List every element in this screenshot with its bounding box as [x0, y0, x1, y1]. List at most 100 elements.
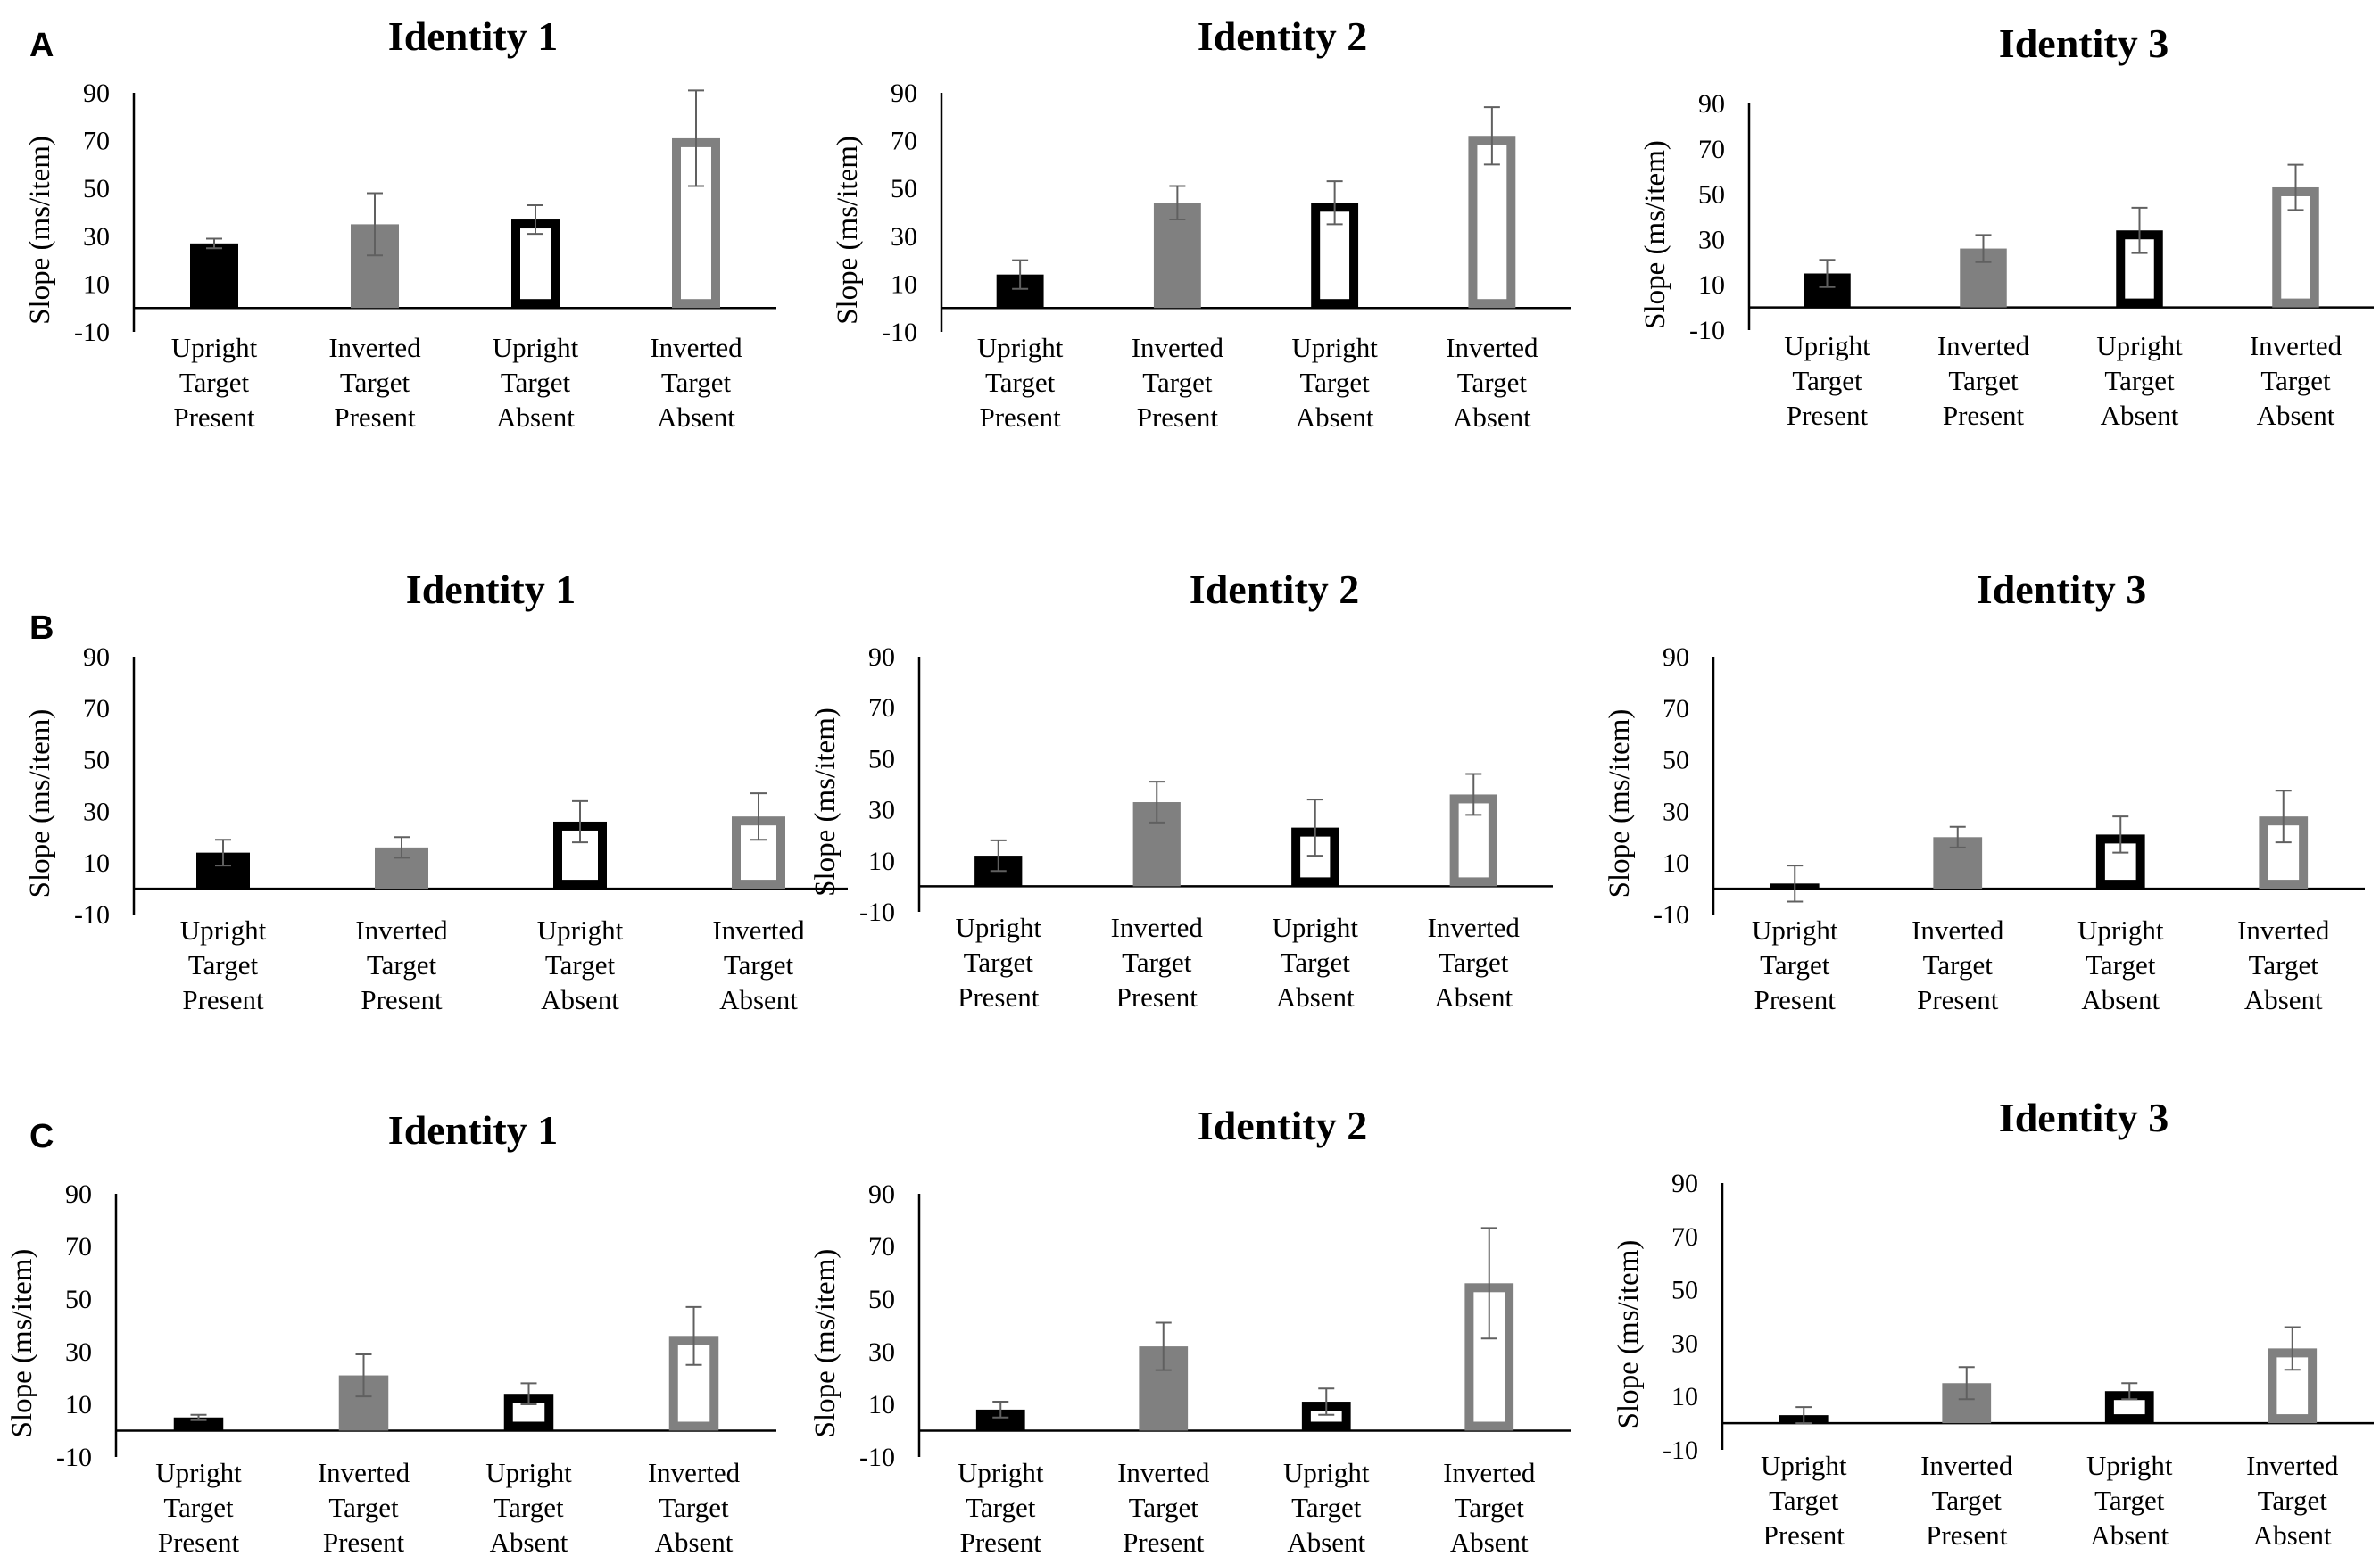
y-tick-label: 70 — [83, 127, 110, 156]
error-bar — [1149, 781, 1165, 824]
x-category-line: Target — [1923, 949, 1994, 981]
error-bar — [206, 237, 222, 250]
x-category-line: Present — [334, 401, 416, 433]
x-category-line: Inverted — [1132, 332, 1224, 363]
x-category-label: Upright Target Present — [956, 912, 1042, 1013]
chart-panel-c-2: Identity 2 Slope (ms/item) 90 70 50 30 10 -10 Up… — [809, 1103, 1571, 1556]
x-category-label: Upright Target Absent — [1291, 332, 1378, 433]
x-category-line: Target — [2258, 1485, 2328, 1516]
x-category-line: Absent — [1276, 981, 1355, 1013]
error-bar — [1465, 773, 1482, 816]
x-category-label: Inverted Target Present — [1911, 915, 2004, 1015]
x-category-label: Upright Target Absent — [1273, 912, 1359, 1013]
bar — [190, 243, 238, 309]
row-label-c: C — [29, 1118, 54, 1155]
x-category-line: Upright — [958, 1457, 1044, 1488]
x-category-line: Inverted — [712, 915, 805, 946]
y-tick-label: 30 — [83, 222, 110, 252]
error-bar — [2284, 1326, 2301, 1371]
y-tick-label: 90 — [868, 1179, 895, 1209]
x-category-line: Target — [1457, 367, 1528, 398]
error-bar — [215, 839, 231, 867]
x-category-line: Inverted — [2246, 1450, 2339, 1481]
x-category-line: Absent — [496, 401, 575, 433]
error-bar — [1012, 259, 1029, 290]
x-category-label: Upright Target Absent — [2077, 915, 2164, 1015]
y-tick-label: 70 — [1663, 694, 1689, 724]
x-category-label: Upright Target Absent — [1283, 1457, 1370, 1556]
x-category-line: Target — [188, 949, 259, 981]
error-bar — [990, 839, 1007, 873]
y-axis-label: Slope (ms/item) — [24, 709, 56, 898]
x-category-line: Target — [367, 949, 437, 981]
x-category-line: Upright — [977, 332, 1064, 363]
error-bar — [1306, 799, 1323, 857]
x-category-line: Present — [979, 401, 1061, 433]
x-category-label: Inverted Target Absent — [712, 915, 805, 1015]
y-axis-label: Slope (ms/item) — [6, 1249, 38, 1438]
x-category-line: Target — [2086, 949, 2156, 981]
y-tick-label: 30 — [891, 222, 917, 252]
x-category-label: Inverted Target Present — [328, 332, 421, 433]
x-category-label: Inverted Target Absent — [1443, 1457, 1536, 1556]
chart-title: Identity 1 — [388, 13, 558, 59]
x-category-label: Inverted Target Absent — [2237, 915, 2330, 1015]
x-category-line: Upright — [155, 1457, 242, 1488]
y-tick-label: 10 — [868, 1390, 895, 1419]
chart-title: Identity 1 — [388, 1107, 558, 1153]
x-category-line: Target — [179, 367, 250, 398]
x-category-line: Target — [1122, 947, 1192, 978]
error-bar — [367, 192, 383, 257]
y-tick-label: 90 — [868, 642, 895, 672]
y-tick-label: -10 — [1663, 1436, 1698, 1465]
x-category-line: Present — [960, 1527, 1042, 1556]
x-category-line: Absent — [2081, 984, 2160, 1015]
x-category-label: Inverted Target Absent — [1428, 912, 1521, 1013]
x-category-line: Inverted — [2250, 330, 2343, 361]
error-bar — [992, 1401, 1009, 1419]
y-tick-label: 10 — [1663, 848, 1689, 878]
y-axis-label: Slope (ms/item) — [24, 136, 56, 325]
x-category-line: Upright — [493, 332, 579, 363]
error-bar — [1949, 825, 1966, 848]
y-tick-label: 30 — [868, 796, 895, 825]
chart-title: Identity 3 — [1977, 567, 2146, 612]
x-category-line: Upright — [1273, 912, 1359, 943]
x-category-line: Target — [1281, 947, 1351, 978]
x-category-label: Inverted Target Present — [355, 915, 448, 1015]
y-tick-label: 10 — [65, 1390, 92, 1419]
x-category-line: Target — [985, 367, 1056, 398]
error-bar — [1787, 865, 1804, 903]
y-tick-label: -10 — [74, 900, 110, 930]
x-category-line: Inverted — [328, 332, 421, 363]
chart-title: Identity 2 — [1190, 567, 1359, 612]
x-category-label: Inverted Target Absent — [650, 332, 742, 433]
error-bar — [1480, 1227, 1497, 1340]
x-category-line: Target — [1932, 1485, 2003, 1516]
x-category-line: Present — [1116, 981, 1198, 1013]
y-tick-label: 50 — [868, 1285, 895, 1314]
x-category-line: Target — [964, 947, 1034, 978]
y-tick-label: 30 — [83, 797, 110, 826]
y-tick-label: 70 — [83, 694, 110, 724]
chart-title: Identity 3 — [1999, 1095, 2169, 1140]
y-tick-label: 90 — [65, 1179, 92, 1209]
bar — [975, 1409, 1025, 1431]
x-category-line: Absent — [1450, 1527, 1529, 1556]
x-category-line: Inverted — [318, 1457, 410, 1488]
chart-panel-a-2: Identity 2 Slope (ms/item) 90 70 50 30 10 -10 Up… — [832, 13, 1571, 433]
x-category-line: Upright — [1784, 330, 1870, 361]
x-category-line: Present — [182, 984, 264, 1015]
x-category-label: Upright Target Present — [171, 332, 258, 433]
y-tick-label: 30 — [868, 1337, 895, 1367]
x-category-line: Absent — [2253, 1519, 2332, 1551]
x-category-line: Present — [173, 401, 255, 433]
error-bar — [1958, 1366, 1975, 1401]
x-category-line: Present — [1763, 1519, 1845, 1551]
x-category-line: Inverted — [1117, 1457, 1210, 1488]
x-category-line: Present — [1123, 1527, 1205, 1556]
y-tick-label: 10 — [83, 269, 110, 299]
x-category-line: Absent — [2090, 1519, 2169, 1551]
